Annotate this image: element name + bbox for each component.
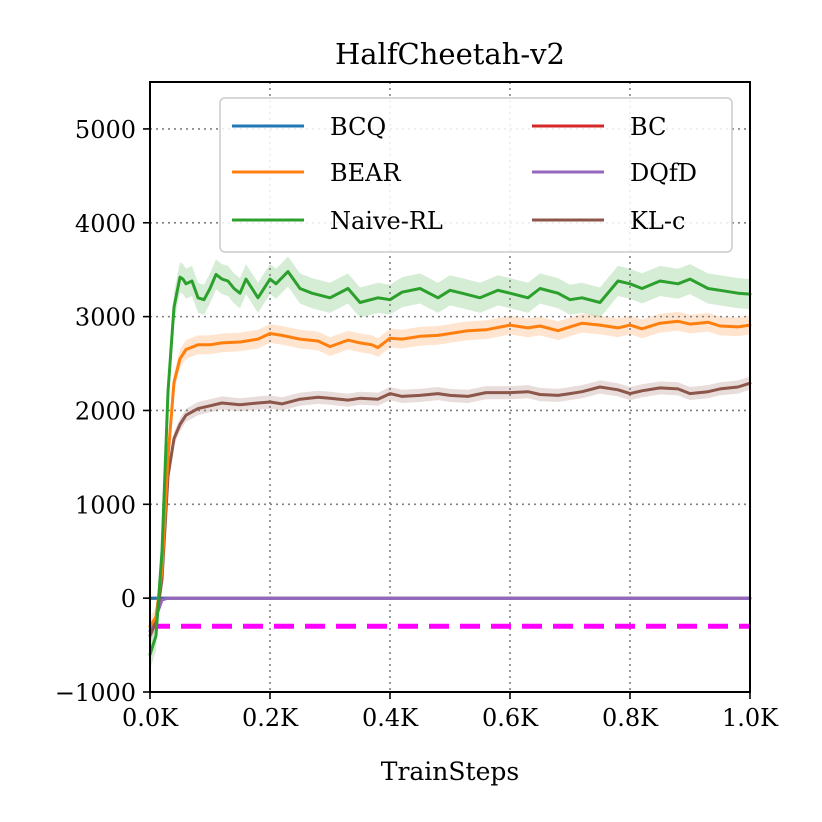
legend-label-bc: BC bbox=[630, 113, 666, 141]
confidence-bands bbox=[150, 256, 750, 670]
x-tick-label-1: 0.2K bbox=[242, 704, 299, 732]
line-naive-rl bbox=[148, 270, 752, 656]
y-tick-label-1: 0 bbox=[121, 585, 136, 613]
band-naive-rl bbox=[150, 256, 750, 670]
legend-label-dqfd: DQfD bbox=[630, 159, 697, 187]
legend-label-bear: BEAR bbox=[330, 159, 401, 187]
x-tick-label-0: 0.0K bbox=[122, 704, 179, 732]
legend-label-kl-c: KL-c bbox=[630, 207, 685, 235]
x-axis-label: TrainSteps bbox=[381, 757, 519, 786]
x-tick-label-2: 0.4K bbox=[362, 704, 419, 732]
legend: BCQ BEAR Naive-RL BC DQfD KL-c bbox=[219, 97, 733, 253]
line-bear bbox=[148, 319, 752, 628]
y-tick-label-0: −1000 bbox=[55, 679, 136, 707]
x-tick-label-3: 0.6K bbox=[482, 704, 539, 732]
y-axis-ticks: −1000 0 1000 2000 3000 4000 5000 bbox=[55, 116, 150, 707]
legend-box bbox=[219, 97, 733, 253]
chart-title: HalfCheetah-v2 bbox=[335, 37, 565, 71]
x-tick-label-4: 0.8K bbox=[602, 704, 659, 732]
band-kl-c bbox=[150, 376, 750, 643]
x-tick-label-5: 1.0K bbox=[722, 704, 779, 732]
legend-label-naive-rl: Naive-RL bbox=[330, 207, 443, 235]
y-tick-label-5: 4000 bbox=[75, 210, 136, 238]
y-tick-label-6: 5000 bbox=[75, 116, 136, 144]
x-axis-ticks: 0.0K 0.2K 0.4K 0.6K 0.8K 1.0K bbox=[122, 692, 779, 732]
line-kl-c bbox=[148, 381, 752, 638]
plot-frame bbox=[149, 81, 751, 693]
y-tick-label-4: 3000 bbox=[75, 304, 136, 332]
y-tick-label-2: 1000 bbox=[75, 491, 136, 519]
series-lines bbox=[148, 270, 752, 656]
y-tick-label-3: 2000 bbox=[75, 397, 136, 425]
band-bear bbox=[150, 311, 750, 636]
legend-label-bcq: BCQ bbox=[330, 113, 386, 141]
